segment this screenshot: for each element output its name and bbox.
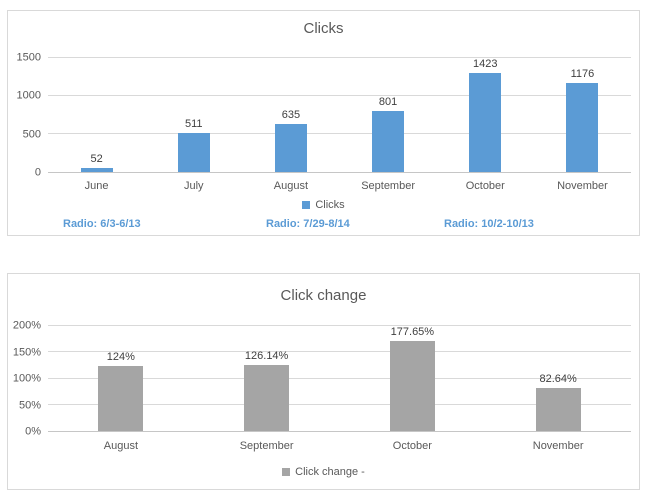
click-change-chart-title: Click change bbox=[280, 287, 367, 304]
bar-september[interactable] bbox=[372, 111, 405, 172]
clicks-plot-wrap: 0 500 1000 1500 52 511 635 801 1423 1176 bbox=[8, 52, 631, 178]
bar-column: 177.65% bbox=[340, 326, 486, 431]
data-label: 52 bbox=[90, 153, 103, 166]
radio-annotation: Radio: 6/3-6/13 bbox=[63, 218, 141, 230]
gridline bbox=[48, 57, 631, 58]
bar-column: 82.64% bbox=[485, 326, 631, 431]
bar-august[interactable] bbox=[274, 123, 307, 172]
y-tick-label: 50% bbox=[18, 399, 41, 411]
radio-annotations: Radio: 6/3-6/13 Radio: 7/29-8/14 Radio: 10… bbox=[8, 218, 639, 232]
clicks-chart-title: Clicks bbox=[303, 20, 344, 37]
bar-column: 1423 bbox=[437, 58, 534, 172]
click-change-chart: Click change 0% 50% 100% 150% 200% 124% 126.1… bbox=[7, 273, 640, 490]
click-change-legend-label: Click change - bbox=[295, 466, 365, 478]
gridline bbox=[48, 95, 631, 97]
data-label: 511 bbox=[184, 118, 203, 131]
click-change-plot-wrap: 0% 50% 100% 150% 200% 124% 126.14% 177.65% 82.6… bbox=[8, 320, 631, 437]
x-tick-label-august: August bbox=[103, 440, 138, 452]
bar-column: 126.14% bbox=[194, 326, 340, 431]
bar-august[interactable] bbox=[98, 365, 144, 431]
y-tick-label: 1500 bbox=[16, 51, 41, 64]
bar-column: 801 bbox=[340, 58, 437, 172]
bar-column: 52 bbox=[48, 58, 145, 172]
clicks-y-axis: 0 500 1000 1500 bbox=[8, 52, 48, 178]
bar-column: 511 bbox=[145, 58, 242, 172]
bar-october[interactable] bbox=[469, 73, 502, 172]
data-label: 1176 bbox=[570, 67, 595, 80]
bar-october[interactable] bbox=[389, 341, 435, 431]
clicks-chart: Clicks 0 500 1000 1500 52 511 635 801 1423 1176 … bbox=[7, 10, 640, 236]
clicks-plot-area: 52 511 635 801 1423 1176 bbox=[48, 57, 631, 173]
y-tick-label: 0 bbox=[34, 166, 41, 179]
bar-july[interactable] bbox=[177, 133, 210, 172]
bar-column: 635 bbox=[242, 58, 339, 172]
gridline bbox=[48, 377, 631, 379]
clicks-legend-swatch bbox=[302, 201, 311, 209]
data-label: 177.65% bbox=[390, 326, 435, 338]
data-label: 635 bbox=[281, 108, 301, 121]
y-tick-label: 150% bbox=[12, 346, 41, 358]
bar-column: 124% bbox=[48, 326, 194, 431]
bar-june[interactable] bbox=[80, 168, 113, 172]
bar-column: 1176 bbox=[534, 58, 631, 172]
data-label: 126.14% bbox=[244, 349, 289, 362]
y-tick-label: 200% bbox=[12, 319, 41, 332]
x-tick-label-october: October bbox=[465, 180, 505, 192]
x-tick-label-september: September bbox=[239, 440, 294, 452]
x-tick-label-june: June bbox=[84, 180, 109, 192]
clicks-x-axis: June July August September October November bbox=[48, 180, 631, 192]
clicks-legend-label: Clicks bbox=[315, 199, 345, 211]
radio-annotation: Radio: 7/29-8/14 bbox=[266, 218, 350, 230]
radio-annotation: Radio: 10/2-10/13 bbox=[444, 218, 534, 230]
click-change-legend-swatch bbox=[282, 468, 291, 476]
x-tick-label-november: November bbox=[532, 440, 584, 452]
gridline bbox=[48, 403, 631, 405]
y-tick-label: 100% bbox=[12, 372, 41, 385]
data-label: 801 bbox=[378, 96, 398, 109]
bar-november[interactable] bbox=[566, 82, 599, 172]
click-change-legend: Click change - bbox=[8, 466, 639, 478]
click-change-plot-area: 124% 126.14% 177.65% 82.64% bbox=[48, 325, 631, 432]
data-label: 124% bbox=[106, 350, 135, 363]
x-tick-label-october: October bbox=[392, 440, 432, 452]
click-change-x-axis: August September October November bbox=[48, 440, 631, 452]
bar-september[interactable] bbox=[244, 364, 290, 431]
click-change-y-axis: 0% 50% 100% 150% 200% bbox=[8, 320, 48, 437]
y-tick-label: 500 bbox=[22, 128, 41, 141]
gridline bbox=[48, 133, 631, 135]
y-tick-label: 0% bbox=[25, 425, 41, 438]
x-tick-label-august: August bbox=[273, 180, 309, 192]
x-tick-label-september: September bbox=[361, 180, 415, 192]
clicks-legend: Clicks bbox=[8, 199, 639, 211]
data-label: 82.64% bbox=[539, 372, 577, 385]
gridline bbox=[48, 351, 631, 353]
x-tick-label-july: July bbox=[183, 180, 204, 192]
y-tick-label: 1000 bbox=[16, 89, 41, 102]
data-label: 1423 bbox=[473, 58, 498, 70]
x-tick-label-november: November bbox=[557, 180, 608, 192]
bar-november[interactable] bbox=[535, 387, 581, 431]
gridline bbox=[48, 325, 631, 326]
